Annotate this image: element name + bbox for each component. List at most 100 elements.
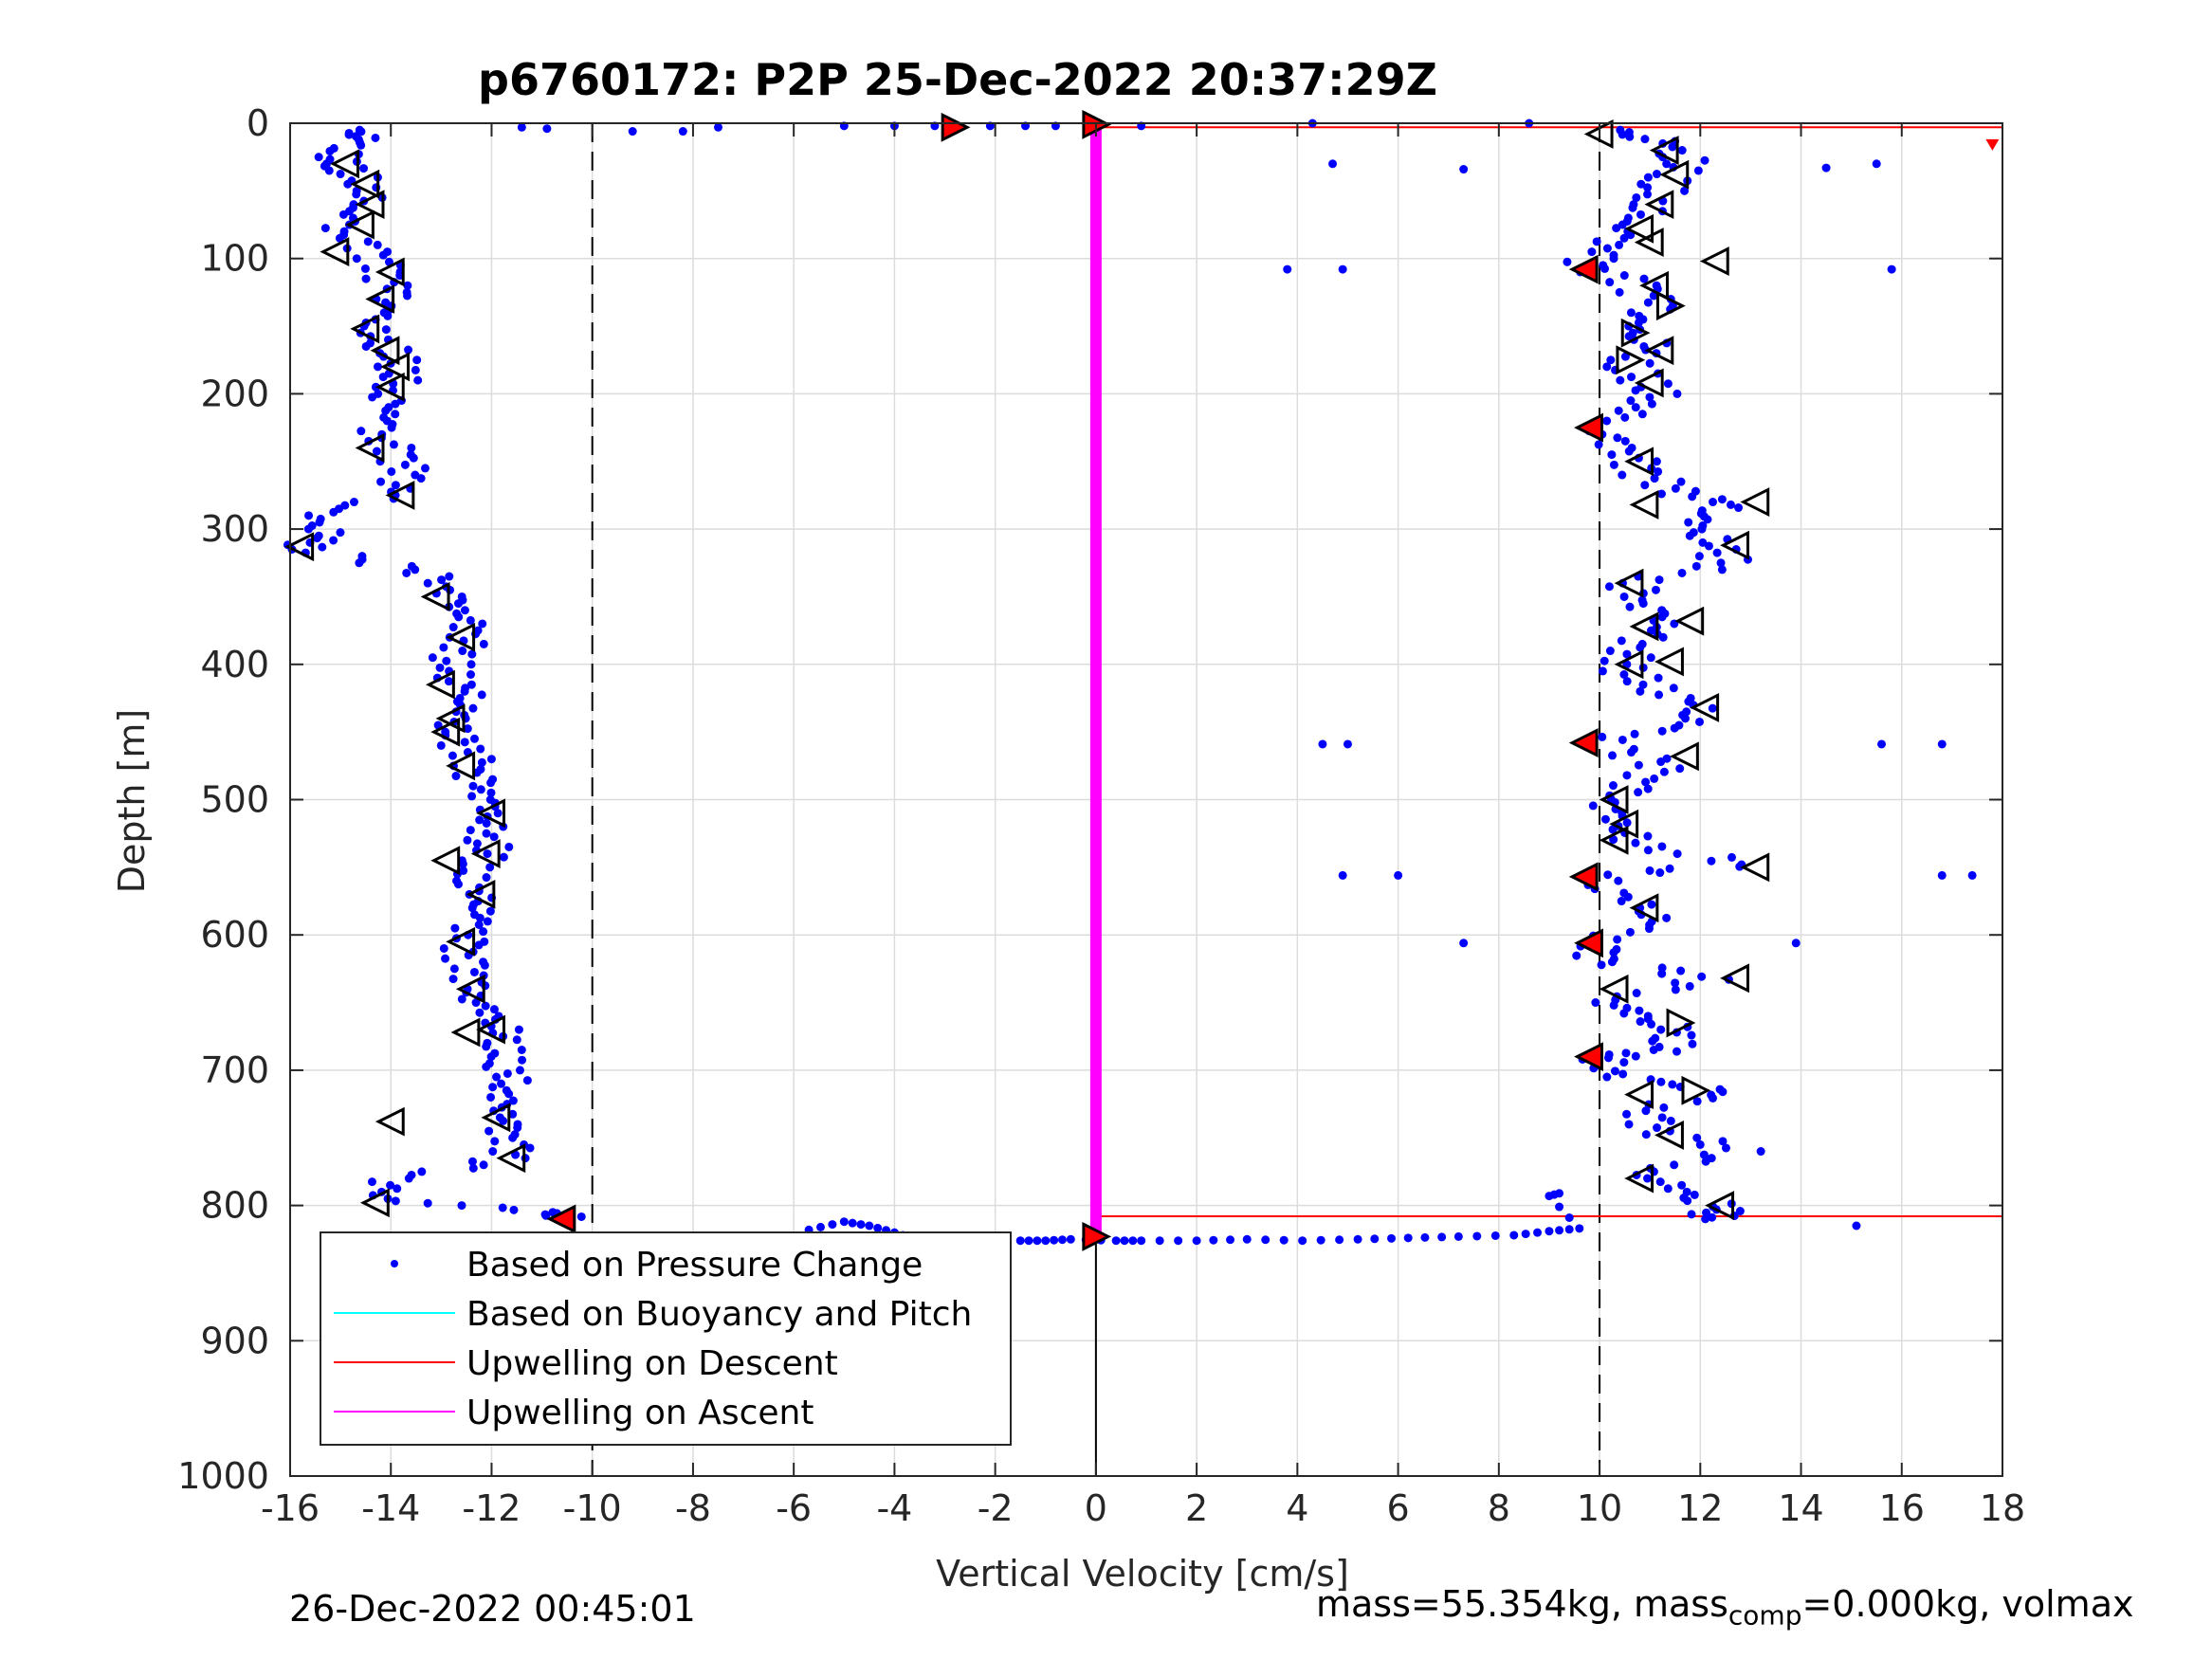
pressure-point: [1657, 842, 1667, 851]
pressure-point: [865, 1221, 874, 1231]
triangle-markers: [284, 109, 2000, 1251]
pressure-point: [1632, 192, 1641, 202]
pressure-point: [482, 1062, 491, 1071]
pressure-point: [1967, 870, 1977, 880]
descent-triangle-marker: [350, 169, 380, 199]
pressure-point: [1490, 1231, 1500, 1240]
pressure-point: [1671, 483, 1680, 493]
pressure-point: [1698, 538, 1708, 547]
pressure-point: [460, 606, 469, 615]
pressure-point: [466, 670, 476, 680]
pressure-point: [1656, 1025, 1666, 1034]
pressure-point: [498, 1203, 507, 1212]
y-tick-label: 100: [200, 238, 269, 280]
pressure-point: [376, 477, 386, 486]
pressure-point: [442, 656, 451, 665]
pressure-point: [1335, 1235, 1344, 1245]
pressure-point: [1617, 636, 1626, 646]
pressure-point: [1602, 416, 1612, 426]
pressure-point: [343, 179, 353, 189]
pressure-point: [1690, 1190, 1699, 1199]
pressure-point: [1695, 717, 1705, 726]
y-axis-label: Depth [m]: [111, 709, 153, 894]
pressure-point: [338, 210, 348, 219]
pressure-point: [488, 1147, 498, 1157]
pressure-point: [1668, 1080, 1677, 1089]
pressure-point: [1635, 1006, 1644, 1015]
pressure-point: [381, 406, 391, 415]
pressure-point: [1605, 278, 1615, 287]
ascent-triangle-marker: [1644, 336, 1674, 366]
pressure-point: [1656, 757, 1666, 767]
pressure-point: [1625, 132, 1635, 141]
pressure-point: [1261, 1235, 1271, 1245]
pressure-point: [1192, 1236, 1201, 1246]
pressure-point: [1647, 1019, 1656, 1029]
pressure-point: [1643, 298, 1653, 307]
pressure-point: [359, 164, 369, 173]
pressure-point: [1602, 244, 1612, 253]
pressure-point: [404, 345, 413, 355]
pressure-point: [1609, 460, 1618, 469]
pressure-point: [1662, 913, 1672, 922]
x-tick-label: 16: [1879, 1487, 1925, 1529]
pressure-point: [1575, 1224, 1584, 1233]
pressure-point: [441, 954, 450, 963]
pressure-point: [1033, 1236, 1042, 1246]
pressure-point: [356, 427, 366, 436]
pressure-point: [1643, 846, 1653, 855]
pressure-point: [1673, 389, 1682, 398]
pressure-point: [1066, 1234, 1075, 1244]
pressure-point: [1646, 653, 1655, 663]
pressure-point: [1602, 362, 1612, 372]
pressure-point: [468, 1163, 478, 1173]
pressure-point: [1658, 632, 1668, 642]
pressure-point: [1652, 457, 1661, 466]
pressure-point: [1852, 1221, 1861, 1231]
pressure-point: [467, 649, 477, 659]
pressure-point: [1597, 960, 1606, 970]
pressure-point: [482, 829, 491, 838]
pressure-point: [481, 1001, 490, 1011]
pressure-point: [1603, 870, 1613, 880]
ascent-triangle-marker: [1629, 489, 1659, 520]
pressure-point: [404, 1174, 413, 1183]
pressure-point: [466, 615, 475, 625]
pressure-point: [352, 254, 361, 264]
red-triangle-marker: [1082, 1221, 1112, 1251]
ascent-triangle-marker: [1614, 568, 1644, 598]
pressure-point: [467, 1157, 477, 1166]
ascent-triangle-marker: [1599, 974, 1629, 1004]
descent-triangle-marker: [455, 974, 485, 1004]
legend-label: Upwelling on Ascent: [466, 1394, 814, 1432]
x-tick-label: -14: [361, 1487, 420, 1529]
pressure-point: [1657, 1113, 1667, 1122]
pressure-point: [1670, 723, 1679, 733]
pressure-point: [355, 558, 364, 568]
pressure-point: [1645, 392, 1654, 402]
x-axis-label: Vertical Velocity [cm/s]: [936, 1553, 1349, 1595]
pressure-point: [1791, 939, 1801, 948]
pressure-point: [420, 464, 430, 473]
pressure-point: [1624, 1120, 1634, 1129]
y-tick-label: 900: [200, 1320, 269, 1361]
descent-triangle-marker: [375, 257, 405, 287]
pressure-point: [1387, 1233, 1397, 1243]
pressure-point: [1453, 1231, 1463, 1241]
pressure-point: [1622, 677, 1632, 686]
pressure-point: [485, 906, 495, 916]
y-tick-label: 0: [247, 102, 269, 144]
pressure-point: [1612, 224, 1621, 233]
pressure-point: [1631, 838, 1640, 848]
ascent-triangle-marker: [1740, 852, 1770, 883]
pressure-point: [1622, 1109, 1632, 1119]
pressure-point: [1622, 771, 1632, 780]
ascent-triangle-marker: [1624, 447, 1654, 477]
pressure-point: [387, 466, 396, 476]
pressure-point: [411, 565, 420, 574]
pressure-point: [446, 585, 455, 594]
descent-triangle-marker: [385, 480, 415, 510]
pressure-point: [486, 788, 496, 797]
pressure-point: [1627, 373, 1636, 382]
pressure-point: [1641, 1130, 1651, 1139]
